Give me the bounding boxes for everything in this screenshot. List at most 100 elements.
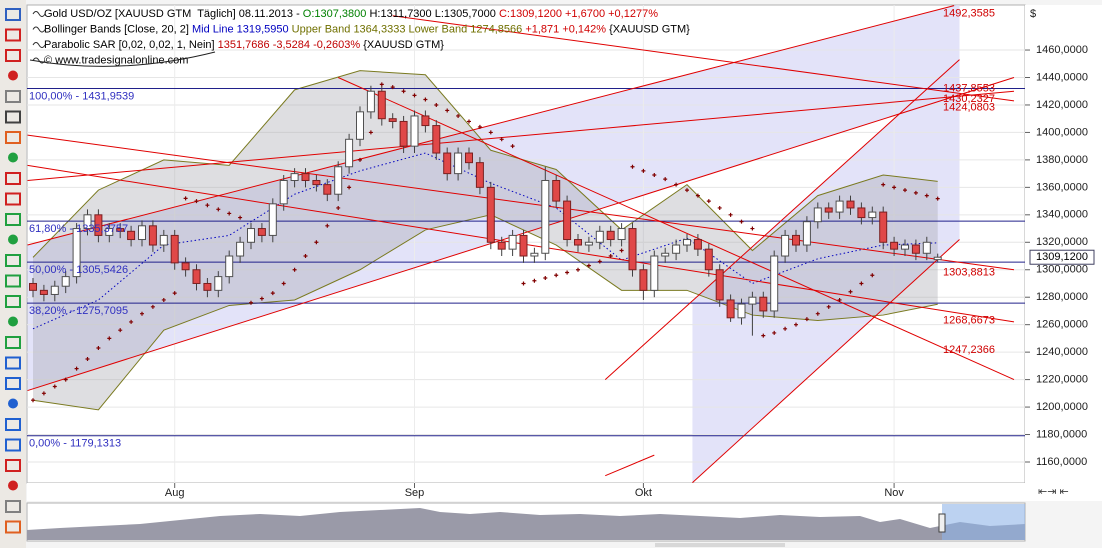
sar-dot [717, 205, 722, 210]
tool-icon[interactable] [5, 356, 21, 370]
tool-icon[interactable] [5, 274, 21, 288]
candle-body [901, 244, 909, 250]
tool-icon[interactable] [5, 28, 21, 42]
tool-icon[interactable] [5, 377, 21, 390]
candle-body [497, 241, 506, 250]
tool-icon[interactable] [5, 172, 21, 185]
candle-body [366, 90, 375, 113]
tool-icon[interactable] [5, 254, 21, 267]
tool-icon[interactable] [5, 213, 21, 226]
sar-dot [554, 273, 559, 278]
tool-icon[interactable] [5, 295, 21, 308]
sar-dot [881, 182, 886, 187]
sar-dot [848, 289, 853, 294]
candle-body [584, 241, 593, 246]
candle-body [737, 303, 746, 319]
scrollbar[interactable] [655, 543, 785, 547]
candle-body [268, 203, 277, 236]
tool-icon[interactable] [8, 70, 18, 81]
sar-dot [445, 108, 450, 113]
tool-icon[interactable] [8, 152, 18, 163]
candle-body [574, 239, 582, 246]
sar-dot [336, 205, 341, 210]
candle-body [617, 228, 626, 241]
candle-body [879, 211, 888, 243]
sar-dot [565, 270, 570, 275]
x-tick-label: Aug [165, 487, 185, 499]
candle-body [792, 234, 800, 246]
tool-icon[interactable] [5, 192, 21, 206]
sar-dot [74, 366, 79, 371]
candle-body [933, 256, 942, 261]
navigator-window[interactable] [942, 504, 1025, 540]
y-tick-label: 1320,0000 [1036, 236, 1088, 248]
sar-dot [118, 328, 123, 333]
tool-icon[interactable] [5, 131, 21, 144]
price-tag: 1309,1200 [1036, 251, 1088, 263]
channel-fill [692, 59, 960, 483]
sar-dot [52, 384, 57, 389]
x-tick-label: Nov [884, 487, 904, 499]
candle-body [203, 282, 212, 291]
candle-body [813, 207, 822, 223]
candle-body [868, 211, 877, 219]
bollinger-upper [32, 70, 938, 258]
tool-icon[interactable] [5, 8, 21, 21]
y-tick-label: 1380,0000 [1036, 154, 1088, 166]
tool-icon[interactable] [5, 49, 21, 62]
trendline [605, 454, 655, 477]
candle-body [116, 228, 125, 232]
sar-dot [674, 182, 679, 187]
overlay: 1160,0000 1180,0000 1200,0000 1220,0000 1240… [29, 8, 1095, 499]
candle-body [563, 200, 572, 241]
tool-icon[interactable] [5, 438, 21, 452]
fib-label: 100,00% - 1431,9539 [29, 90, 134, 102]
tool-icon[interactable] [5, 90, 21, 103]
candle-body [748, 296, 757, 305]
trendline [692, 239, 960, 483]
sar-dot [238, 215, 243, 220]
sar-dot [423, 97, 428, 102]
candle-body [541, 179, 550, 254]
tool-icon[interactable] [5, 500, 21, 513]
candle-body [922, 241, 931, 254]
legend-text: Upper Band 1364,3333 Lower Band 1274,856… [289, 23, 523, 35]
tool-icon[interactable] [8, 480, 18, 491]
tool-icon[interactable] [5, 418, 21, 431]
candle-body [257, 228, 266, 236]
candle-body [356, 111, 364, 140]
candle-body [388, 118, 397, 122]
level-label: 1430,2327 [943, 93, 995, 105]
tool-icon[interactable] [5, 459, 21, 472]
tool-icon[interactable] [8, 316, 18, 327]
candle-body [639, 269, 648, 291]
tool-icon[interactable] [5, 336, 21, 349]
candle-body [301, 173, 310, 181]
fib-label: 61,80% - 1335,3757 [29, 223, 128, 235]
navigator-handle[interactable] [938, 513, 946, 533]
trendline [27, 77, 1015, 392]
candle-body [29, 282, 37, 291]
candle-body [39, 289, 48, 295]
tool-icon[interactable] [5, 520, 21, 534]
candle-body [236, 241, 245, 257]
sar-dot [641, 168, 646, 173]
legend-icon [32, 42, 46, 48]
sar-dot [401, 89, 406, 94]
tool-icon[interactable] [8, 398, 18, 409]
sar-dot [488, 130, 493, 135]
scroll-buttons[interactable]: ⇤⇥ ⇤ [1038, 486, 1069, 498]
sar-dot [63, 377, 68, 382]
y-tick-label: 1280,0000 [1036, 291, 1088, 303]
legend-text: H:1311,7300 L:1305,7000 [366, 8, 499, 20]
legend-text: +1,871 +0,142% [522, 23, 606, 35]
level-label: 1303,8813 [943, 266, 995, 278]
candle-body [693, 239, 702, 250]
tool-icon[interactable] [8, 234, 18, 245]
y-tick-label: 1200,0000 [1036, 401, 1088, 413]
candle-body [61, 276, 70, 287]
navigator-area [27, 508, 1025, 540]
tool-icon[interactable] [5, 110, 21, 124]
